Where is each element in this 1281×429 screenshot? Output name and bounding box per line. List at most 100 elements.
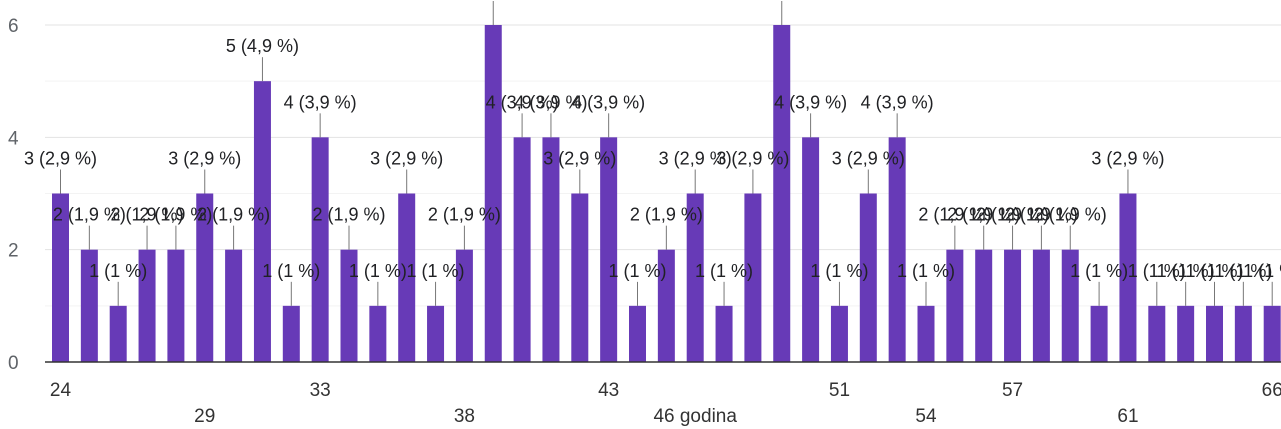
data-label: 3 (2,9 %) [543, 149, 616, 169]
data-label: 1 (1 %) [810, 261, 868, 281]
x-tick-label: 29 [194, 406, 215, 427]
bar [600, 137, 618, 362]
data-label: 3 (2,9 %) [168, 149, 241, 169]
bar [167, 249, 185, 362]
data-label: 2 (1,9 %) [111, 205, 184, 225]
data-label: 5 (4,9 %) [226, 36, 299, 56]
data-label: 1 (1 %) [89, 261, 147, 281]
bar [917, 305, 935, 362]
data-label: 1 (1 %) [608, 261, 666, 281]
bar [1206, 305, 1223, 362]
bar [802, 137, 820, 362]
bar [1061, 249, 1079, 362]
bar [109, 305, 127, 362]
bar [196, 193, 214, 362]
bar [1090, 305, 1108, 362]
data-label: 2 (1,9 %) [947, 205, 1020, 225]
bar [311, 137, 329, 362]
x-tick-label: 51 [829, 380, 850, 401]
data-label: 2 (1,9 %) [428, 205, 501, 225]
data-label: 3 (2,9 %) [370, 149, 443, 169]
data-label: 2 (1,9 %) [1034, 205, 1107, 225]
data-label: 2 (1,9 %) [1005, 205, 1078, 225]
bar [1004, 249, 1022, 362]
data-label: 2 (1,9 %) [918, 205, 991, 225]
data-label: 1 (1 %) [1243, 261, 1281, 281]
bar [1263, 305, 1281, 362]
data-label: 1 (1 %) [695, 261, 753, 281]
data-label: 1 (1 %) [1214, 261, 1272, 281]
bar [80, 249, 98, 362]
data-label: 1 (1 %) [262, 261, 320, 281]
bar [715, 305, 733, 362]
bar [830, 305, 848, 362]
data-label: 3 (2,9 %) [659, 149, 732, 169]
bar [340, 249, 358, 362]
bar [946, 249, 964, 362]
y-tick-label: 6 [8, 16, 19, 37]
bar [744, 193, 762, 362]
bar [542, 137, 560, 362]
bar [455, 249, 473, 362]
data-label: 3 (2,9 %) [1091, 149, 1164, 169]
data-label: 2 (1,9 %) [976, 205, 1049, 225]
data-label: 2 (1,9 %) [630, 205, 703, 225]
bar [484, 25, 502, 362]
bar [513, 137, 531, 362]
data-label: 4 (3,9 %) [774, 92, 847, 112]
data-label: 1 (1 %) [1185, 261, 1243, 281]
bar [629, 305, 646, 362]
bar [1177, 305, 1195, 362]
bar [1234, 305, 1252, 362]
bar [1032, 249, 1050, 362]
bar [282, 305, 300, 362]
data-label: 3 (2,9 %) [832, 149, 905, 169]
bar [398, 193, 416, 362]
x-tick-label: 46 godina [653, 406, 737, 427]
bar [253, 81, 271, 363]
data-label: 4 (3,9 %) [284, 92, 357, 112]
bar [1119, 193, 1137, 362]
bar [52, 193, 69, 362]
bar [657, 249, 675, 362]
bars [52, 25, 1281, 363]
data-labels: 3 (2,9 %)2 (1,9 %)1 (1 %)2 (1,9 %)2 (1,9… [24, 1, 1281, 306]
y-tick-label: 2 [8, 241, 19, 262]
y-tick-label: 0 [8, 353, 19, 374]
x-tick-label: 24 [50, 380, 72, 401]
x-tick-label: 66 [1262, 380, 1281, 401]
bar [686, 193, 704, 362]
data-label: 1 (1 %) [897, 261, 955, 281]
data-label: 1 (1 %) [407, 261, 465, 281]
bar [773, 25, 791, 362]
data-label: 2 (1,9 %) [197, 205, 270, 225]
bar [571, 193, 589, 362]
x-tick-label: 43 [598, 380, 619, 401]
x-tick-label: 38 [454, 406, 475, 427]
bar [369, 305, 387, 362]
y-tick-label: 4 [8, 128, 19, 149]
data-label: 3 (2,9 %) [24, 149, 97, 169]
bar [427, 305, 445, 362]
data-label: 1 (1 %) [1128, 261, 1186, 281]
data-label: 3 (2,9 %) [716, 149, 789, 169]
bar [1148, 305, 1166, 362]
bar [138, 249, 156, 362]
bar [225, 249, 243, 362]
bar [975, 249, 993, 362]
y-axis-ticks: 0 2 4 6 [8, 16, 19, 374]
data-label: 2 (1,9 %) [53, 205, 126, 225]
data-label: 1 (1 %) [1070, 261, 1128, 281]
data-label: 2 (1,9 %) [312, 205, 385, 225]
data-label: 2 (1,9 %) [139, 205, 212, 225]
x-tick-label: 54 [915, 406, 937, 427]
data-label: 4 (3,9 %) [861, 92, 934, 112]
data-label: 1 (1 %) [349, 261, 407, 281]
x-axis-ticks: 24 33 43 51 57 66 29 38 46 godina 54 61 [50, 380, 1281, 427]
bar [888, 137, 906, 362]
x-tick-label: 61 [1117, 406, 1138, 427]
data-label: 1 (1 %) [1157, 261, 1215, 281]
data-label: 4 (3,9 %) [486, 92, 559, 112]
x-tick-label: 57 [1002, 380, 1023, 401]
